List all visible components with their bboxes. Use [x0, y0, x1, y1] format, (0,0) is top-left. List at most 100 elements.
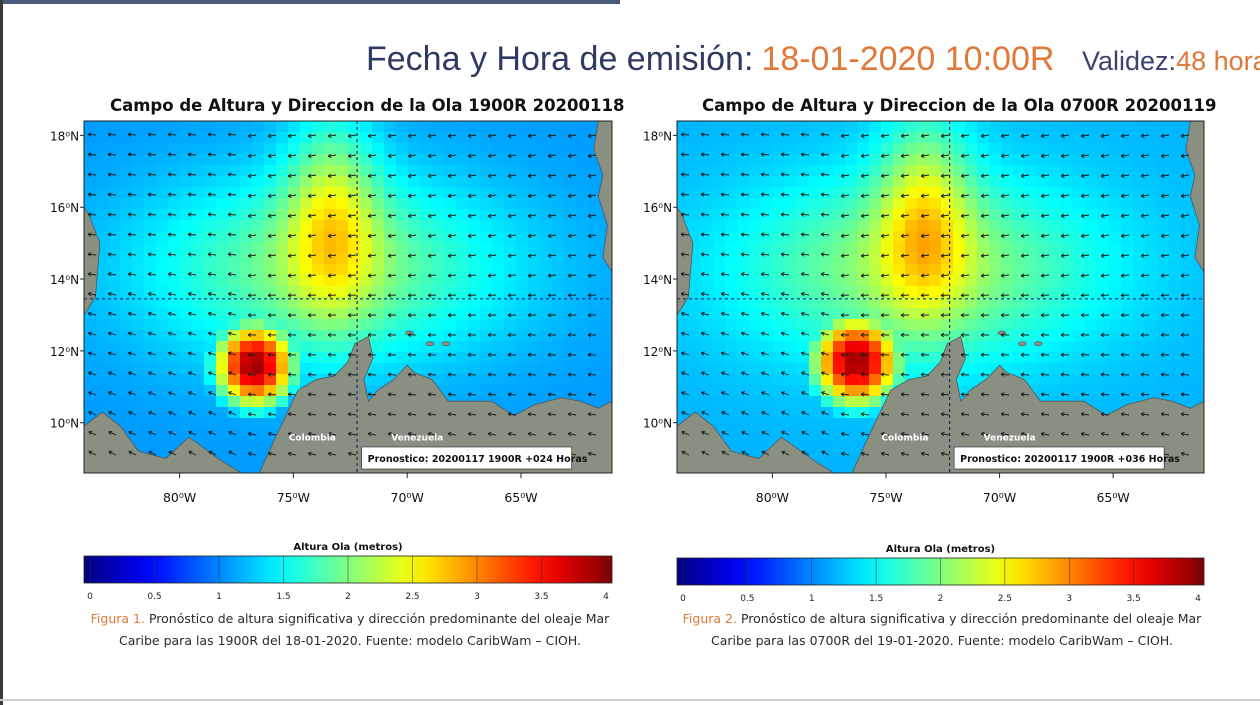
arrow	[1081, 174, 1090, 177]
heat-cell	[264, 121, 277, 133]
heat-cell	[893, 220, 906, 232]
arrow-head	[387, 372, 392, 375]
arrow	[468, 234, 477, 237]
heat-cell	[1073, 253, 1086, 265]
heat-cell	[156, 220, 169, 232]
heat-cell	[1181, 154, 1194, 166]
arrow-head	[247, 433, 252, 437]
arrow-head	[587, 195, 592, 198]
land-south-america	[677, 335, 1204, 473]
arrow-head	[880, 312, 885, 316]
heat-cell	[408, 297, 421, 309]
heat-cell	[456, 385, 469, 397]
heat-cell	[528, 242, 541, 254]
heat-cell	[1073, 330, 1086, 342]
heat-cell	[348, 297, 361, 309]
heat-cell	[761, 121, 774, 133]
arrow-head	[980, 253, 985, 257]
heat-cell	[96, 286, 109, 298]
heat-cell	[216, 198, 229, 210]
arrow-head	[147, 152, 152, 155]
arrow-head	[208, 410, 213, 413]
heat-cell	[420, 242, 433, 254]
arrow-head	[188, 410, 193, 413]
heat-cell	[360, 264, 373, 276]
heat-cell	[1145, 341, 1158, 353]
arrow-head	[207, 193, 212, 197]
heat-cell	[701, 363, 714, 375]
arrow-head	[187, 293, 192, 297]
heat-cell	[833, 319, 846, 331]
arrow-head	[1080, 175, 1085, 178]
heat-cell	[384, 154, 397, 166]
arrow-head	[148, 410, 153, 413]
arrow-head	[487, 213, 492, 217]
arrow-head	[327, 253, 332, 257]
heat-cell	[1109, 264, 1122, 276]
arrow-head	[1100, 195, 1105, 198]
heat-cell	[749, 143, 762, 155]
heat-cell	[1181, 198, 1194, 210]
arrow	[780, 153, 790, 156]
arrow-head	[567, 413, 572, 417]
issue-date: 18-01-2020 10:00R	[761, 40, 1055, 78]
heat-cell	[1157, 330, 1170, 342]
heat-cell	[600, 396, 612, 408]
arrow-head	[960, 255, 965, 258]
arrow-head	[227, 253, 232, 257]
heat-cell	[156, 176, 169, 188]
heat-cell	[1097, 253, 1110, 265]
heat-cell	[917, 275, 930, 287]
arrow-head	[467, 332, 472, 336]
heat-cell	[444, 253, 457, 265]
direction-arrows-2	[680, 132, 1190, 457]
arrow-head	[527, 354, 532, 357]
heat-cell	[552, 286, 565, 298]
heat-cell	[396, 308, 409, 320]
arrow-head	[940, 275, 945, 278]
arrow-head	[267, 213, 272, 217]
heat-cell	[240, 385, 253, 397]
heat-cell	[701, 220, 714, 232]
heat-cell	[1061, 275, 1074, 287]
heat-cell	[749, 242, 762, 254]
arrow	[761, 293, 770, 296]
heat-cell	[929, 209, 942, 221]
heat-cell	[929, 264, 942, 276]
arrow-head	[507, 133, 512, 137]
heat-cell	[324, 143, 337, 155]
panel-title-1: Campo de Altura y Direccion de la Ola 19…	[110, 96, 625, 115]
arrow-head	[427, 293, 432, 296]
heat-cell	[132, 143, 145, 155]
heat-cell	[797, 264, 810, 276]
heat-cell	[132, 286, 145, 298]
heat-cell	[528, 132, 541, 144]
heat-cell	[132, 429, 145, 441]
heat-cell	[180, 231, 193, 243]
arrow	[861, 194, 870, 197]
arrow-head	[567, 431, 572, 434]
arrow-head	[87, 153, 92, 157]
arrow	[721, 273, 730, 276]
arrow	[228, 372, 237, 376]
arrow-head	[760, 153, 765, 157]
arrow	[507, 373, 517, 376]
arrow-head	[87, 293, 92, 297]
heat-cell	[480, 121, 493, 133]
arrow	[780, 173, 790, 176]
heat-cell	[893, 132, 906, 144]
arrow	[1040, 274, 1050, 277]
heat-cell	[504, 253, 517, 265]
heat-cell	[785, 143, 798, 155]
arrow-head	[107, 272, 112, 275]
arrow-head	[860, 293, 865, 296]
arrow-head	[407, 334, 412, 338]
heat-cell	[132, 275, 145, 287]
heat-cell	[905, 341, 918, 353]
arrow-head	[1080, 235, 1085, 238]
heat-cell	[264, 275, 277, 287]
heat-cell	[821, 297, 834, 309]
heat-cell	[432, 165, 445, 177]
arrow-head	[587, 293, 592, 296]
heat-cell	[96, 187, 109, 199]
